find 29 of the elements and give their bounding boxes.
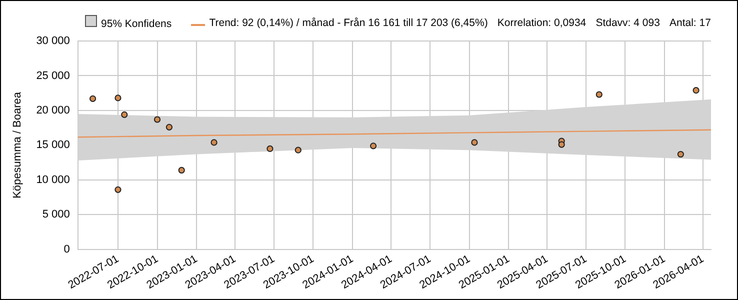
y-tick-label: 25 000 xyxy=(36,70,70,82)
point xyxy=(294,146,302,154)
y-tick-label: 15 000 xyxy=(36,139,70,152)
text: Korrelation: 0,0934 xyxy=(497,16,586,28)
legend-label: Trend: 92 (0,14%) / månad - Från 16 161 till 17 203 (6,45%) xyxy=(208,16,488,28)
point xyxy=(596,91,602,98)
point xyxy=(121,111,128,118)
point xyxy=(210,139,218,146)
y-tick-label: 10 000 xyxy=(36,174,70,186)
text: Stdavv: 4 093 xyxy=(596,16,660,28)
y-tick-label: 30 000 xyxy=(36,35,70,48)
point xyxy=(114,186,122,193)
point xyxy=(677,150,684,158)
point xyxy=(154,116,161,123)
point xyxy=(89,95,96,102)
point xyxy=(692,87,700,94)
point xyxy=(370,142,377,150)
text: 95% Konfidens xyxy=(100,17,172,30)
y-axis-title: Köpesumma / Boarea xyxy=(12,91,24,198)
point xyxy=(114,94,122,102)
point xyxy=(178,166,185,174)
point xyxy=(558,141,565,148)
y-tick-label: 0 xyxy=(64,243,70,256)
point xyxy=(471,139,478,146)
text: Antal: 17 xyxy=(670,16,711,28)
y-tick-label: 20 000 xyxy=(36,104,70,117)
point xyxy=(166,124,173,130)
point xyxy=(266,145,274,152)
y-tick-label: 5 000 xyxy=(42,208,70,221)
